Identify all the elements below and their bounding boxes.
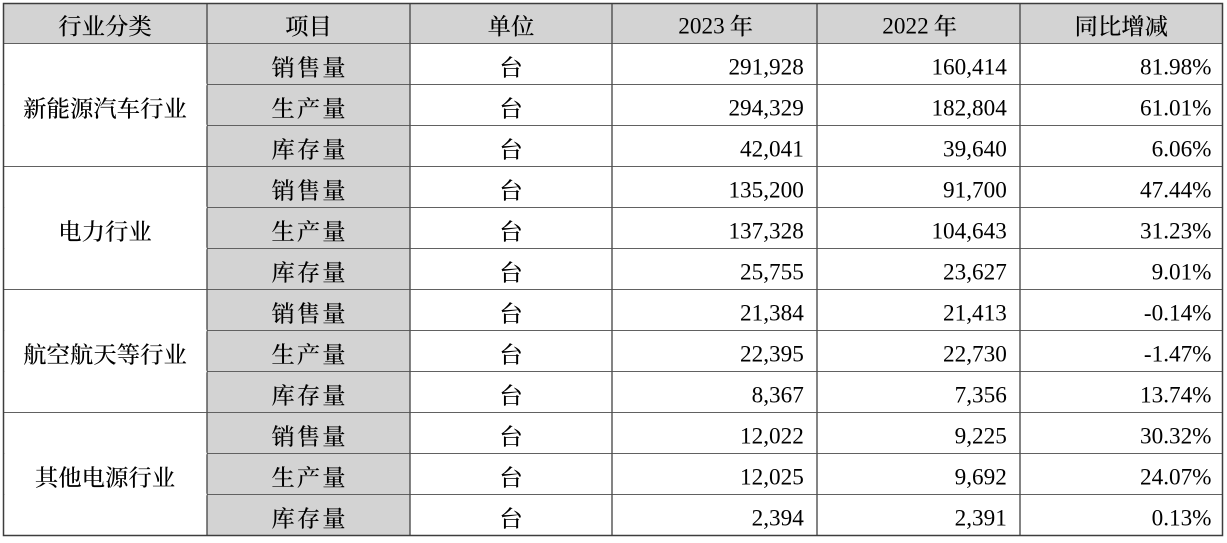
svg-text:0.13%: 0.13%: [1152, 506, 1212, 532]
svg-text:9,225: 9,225: [955, 424, 1007, 450]
svg-text:182,804: 182,804: [931, 96, 1007, 122]
svg-text:9.01%: 9.01%: [1152, 260, 1212, 286]
svg-text:135,200: 135,200: [728, 178, 803, 204]
svg-text:9,692: 9,692: [955, 465, 1007, 491]
svg-text:294,329: 294,329: [728, 96, 803, 122]
svg-text:21,384: 21,384: [740, 301, 804, 327]
svg-text:2,391: 2,391: [955, 506, 1007, 532]
svg-text:2,394: 2,394: [752, 506, 805, 532]
svg-text:137,328: 137,328: [728, 219, 803, 245]
svg-text:61.01%: 61.01%: [1140, 96, 1212, 122]
svg-text:104,643: 104,643: [931, 219, 1006, 245]
svg-text:81.98%: 81.98%: [1140, 55, 1212, 81]
svg-text:23,627: 23,627: [943, 260, 1007, 286]
svg-text:21,413: 21,413: [943, 301, 1007, 327]
svg-text:7,356: 7,356: [955, 383, 1007, 409]
svg-text:39,640: 39,640: [943, 137, 1007, 163]
svg-text:24.07%: 24.07%: [1140, 465, 1212, 491]
svg-text:31.23%: 31.23%: [1140, 219, 1212, 245]
svg-text:25,755: 25,755: [740, 260, 804, 286]
svg-text:12,022: 12,022: [740, 424, 804, 450]
svg-text:12,025: 12,025: [740, 465, 804, 491]
svg-text:2023: 2023: [678, 14, 724, 40]
svg-text:-0.14%: -0.14%: [1144, 301, 1212, 327]
svg-text:2022: 2022: [882, 14, 928, 40]
svg-text:291,928: 291,928: [728, 55, 803, 81]
svg-text:47.44%: 47.44%: [1140, 178, 1212, 204]
svg-text:160,414: 160,414: [931, 55, 1007, 81]
svg-text:8,367: 8,367: [752, 383, 804, 409]
svg-text:-1.47%: -1.47%: [1144, 342, 1212, 368]
svg-text:42,041: 42,041: [740, 137, 804, 163]
svg-text:22,730: 22,730: [943, 342, 1007, 368]
svg-text:22,395: 22,395: [740, 342, 804, 368]
svg-text:30.32%: 30.32%: [1140, 424, 1212, 450]
svg-text:91,700: 91,700: [943, 178, 1007, 204]
svg-text:6.06%: 6.06%: [1152, 137, 1212, 163]
svg-text:13.74%: 13.74%: [1140, 383, 1212, 409]
